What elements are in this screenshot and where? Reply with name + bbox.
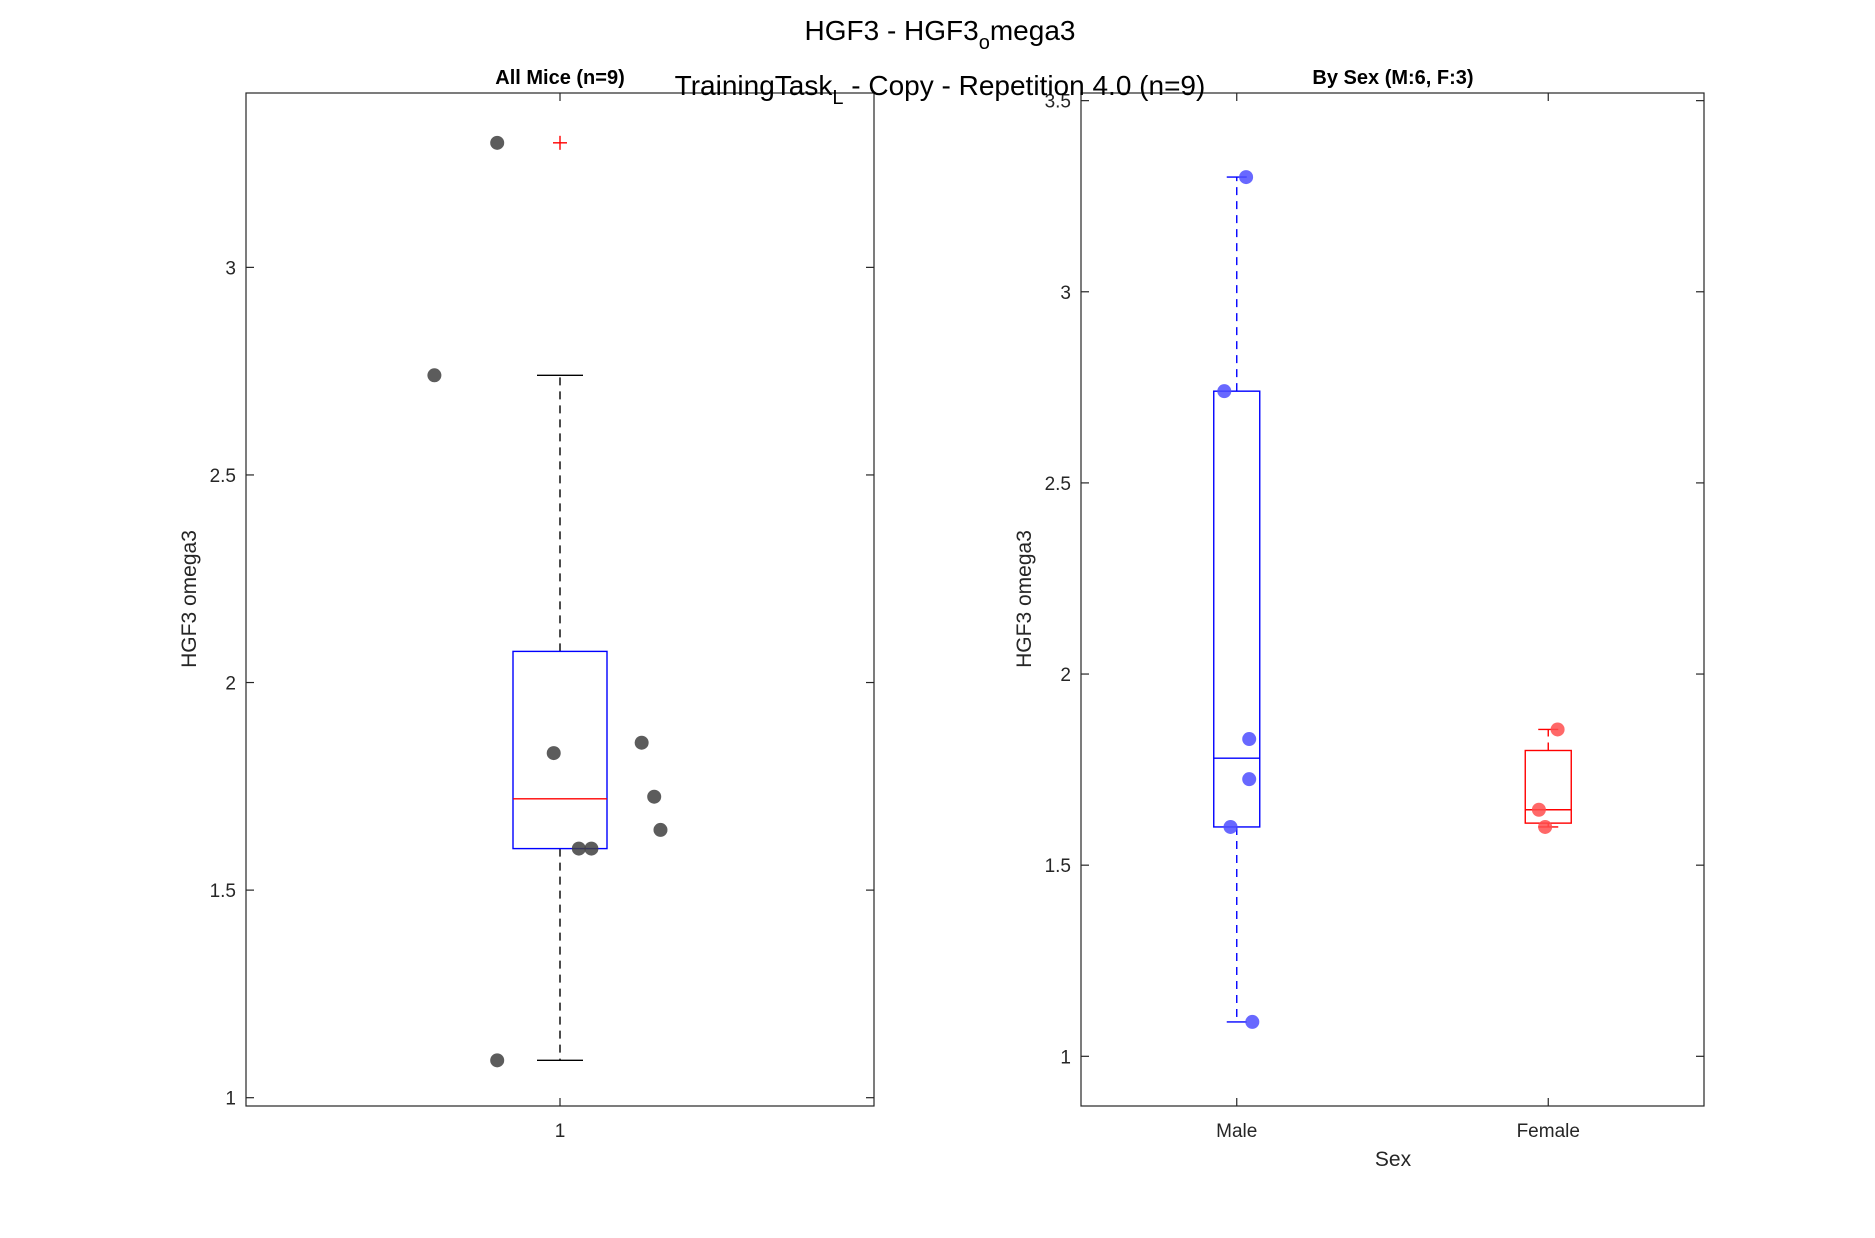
plot-area-by-sex	[1080, 92, 1705, 1107]
data-point	[1550, 722, 1565, 737]
panel-by-sex: 11.522.533.5 Male Female HGF3 omega3 Sex …	[1013, 67, 1705, 1171]
y-axis-all-mice: 1 1.5 2 2.5 3	[210, 258, 874, 1110]
data-point	[653, 822, 668, 837]
box-all	[512, 650, 608, 850]
figure-title: HGF3 - HGF3omega3	[805, 15, 1076, 54]
box-male	[1213, 390, 1261, 828]
y-axis-label-by-sex: HGF3 omega3	[1013, 530, 1036, 668]
figure-subtitle: TrainingTaskL - Copy - Repetition 4.0 (n…	[675, 70, 1206, 109]
panel-title-all-mice: All Mice (n=9)	[495, 67, 624, 89]
y-tick-label: 2	[1060, 665, 1071, 686]
data-point	[1242, 772, 1257, 787]
y-tick-label: 3	[225, 258, 236, 279]
data-point	[427, 368, 442, 383]
y-tick-label: 3	[1060, 283, 1071, 304]
y-tick-label: 1.5	[1045, 856, 1071, 877]
boxplot-all-mice	[427, 135, 668, 1068]
outlier-marker	[553, 135, 567, 150]
data-point	[571, 841, 586, 856]
x-tick-label: 1	[555, 1121, 566, 1142]
x-tick-label: Female	[1517, 1121, 1580, 1142]
x-axis-label-by-sex: Sex	[1375, 1148, 1412, 1171]
y-tick-label: 3.5	[1045, 92, 1071, 113]
data-point	[1239, 170, 1254, 185]
data-point	[1538, 819, 1553, 834]
boxplot-by-sex	[1213, 170, 1572, 1029]
data-point	[546, 746, 561, 761]
panel-all-mice: 1 1.5 2 2.5 3 1 HGF3 omega3 All Mice (n=9)	[178, 67, 875, 1142]
data-point	[1245, 1014, 1260, 1029]
data-point	[647, 789, 662, 804]
data-point	[490, 135, 505, 150]
y-tick-label: 1.5	[210, 881, 236, 902]
y-tick-label: 2.5	[1045, 474, 1071, 495]
data-point	[490, 1053, 505, 1068]
y-tick-label: 2.5	[210, 466, 236, 487]
data-point	[584, 841, 599, 856]
y-tick-label: 1	[1060, 1047, 1071, 1068]
data-point	[634, 735, 649, 750]
y-axis-label-all-mice: HGF3 omega3	[178, 530, 201, 668]
data-point	[1531, 802, 1546, 817]
x-axis-by-sex: Male Female	[1216, 93, 1580, 1142]
box-female	[1524, 749, 1572, 824]
data-point	[1217, 384, 1232, 399]
x-tick-label: Male	[1216, 1121, 1257, 1142]
y-axis-by-sex: 1 1.5 2 2.5 3 3.5	[1045, 92, 1704, 1068]
data-point	[1223, 819, 1238, 834]
x-axis-all-mice: 1	[555, 93, 566, 1142]
data-point	[1242, 732, 1257, 747]
y-tick-label: 1	[225, 1089, 236, 1110]
panel-title-by-sex: By Sex (M:6, F:3)	[1312, 67, 1473, 89]
y-tick-label: 2	[225, 674, 236, 695]
